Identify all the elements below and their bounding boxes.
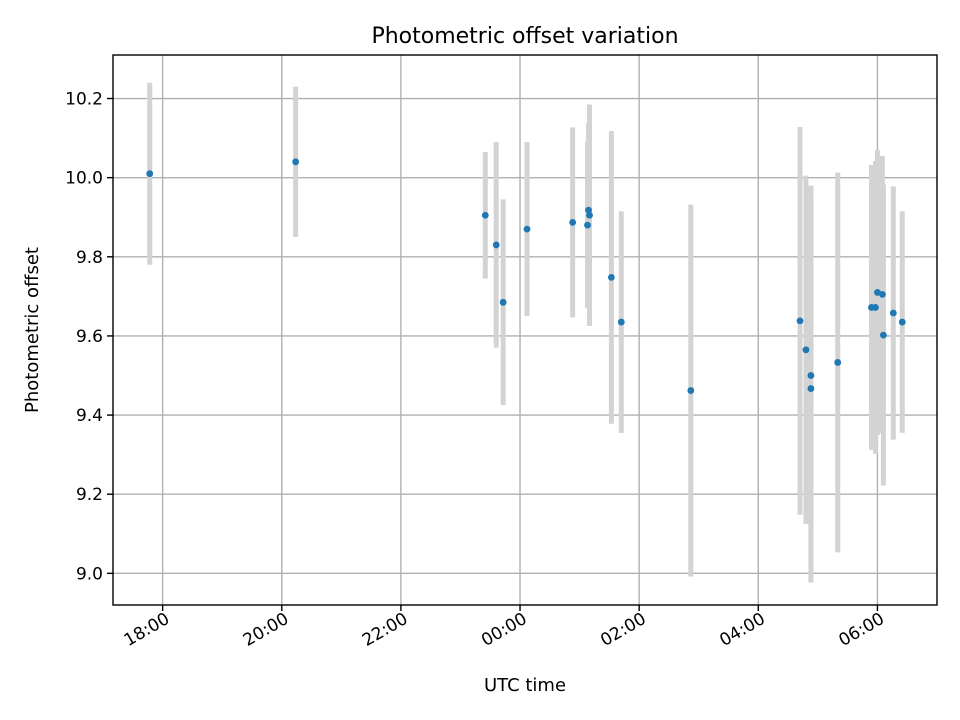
data-point [807,372,815,379]
data-point [586,211,593,219]
y-tick-label: 9.4 [76,406,103,426]
data-point [889,309,897,317]
data-point [607,273,615,281]
data-point [834,359,842,366]
data-point [898,318,906,326]
y-tick-label: 9.2 [76,485,103,505]
data-point [617,318,625,326]
x-axis-label: UTC time [484,675,566,696]
data-point [802,346,810,354]
data-point [585,206,592,214]
data-points [146,158,906,394]
y-tick-label: 9.8 [76,248,103,268]
data-point [796,317,804,325]
y-tick-label: 10.0 [65,169,103,189]
data-point [499,298,507,306]
data-point [492,241,500,249]
data-point [687,387,695,394]
data-point [807,385,815,392]
data-point [292,158,300,166]
data-point [481,211,489,219]
data-point [879,331,887,339]
data-point [584,221,591,229]
data-point [523,225,531,233]
data-point [569,218,577,226]
y-tick-label: 9.0 [76,564,103,584]
plot-frame [112,54,938,606]
data-point [878,290,886,298]
y-tick-label: 9.6 [76,327,103,347]
data-point [872,304,879,311]
y-tick-label: 10.2 [65,90,103,110]
data-point [146,170,154,178]
chart-title: Photometric offset variation [371,24,678,49]
y-axis-label: Photometric offset [22,247,43,413]
